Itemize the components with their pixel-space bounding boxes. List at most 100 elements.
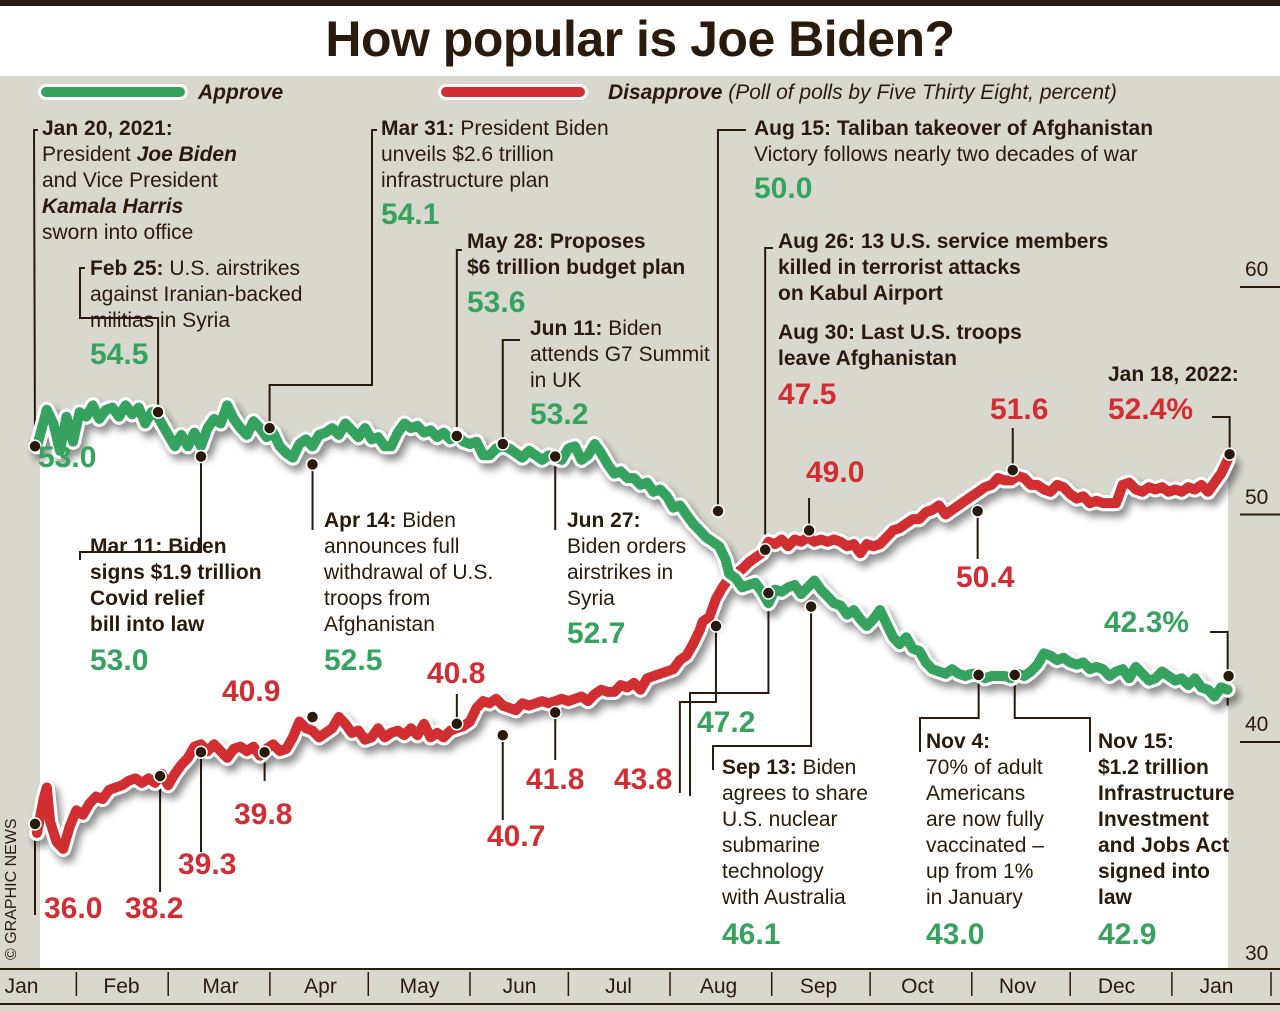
marker-disapprove-490: [802, 523, 816, 538]
series-approve-line: [32, 400, 1233, 702]
x-tick-aug: Aug: [699, 975, 738, 998]
marker-approve-541: [262, 421, 277, 435]
label-disapprove-nov15: 51.6: [990, 393, 1049, 426]
annotation-jan18: Jan 18, 2022:: [1108, 363, 1239, 386]
x-tick-jan-2021: Jan: [4, 975, 39, 998]
marker-disapprove-360: [28, 817, 42, 831]
label-approve-mar31: 54.1: [381, 198, 440, 231]
marker-approve-423: [1221, 669, 1236, 683]
marker-approve-530: [194, 449, 208, 464]
label-approve-mar11: 53.0: [90, 644, 149, 677]
marker-disapprove-382: [153, 769, 167, 783]
leader-jan18-disapprove: [1212, 416, 1231, 456]
marker-approve-430: [971, 668, 986, 682]
label-disapprove-nov4: 50.4: [956, 561, 1015, 594]
label-disapprove-aug15: 43.8: [614, 763, 673, 796]
label-disapprove-may28: 40.8: [427, 657, 486, 690]
label-disapprove-feb25: 38.2: [125, 892, 184, 925]
marker-approve-525: [305, 457, 320, 472]
leader-feb25: [79, 267, 160, 413]
label-approve-apr14: 52.5: [324, 644, 383, 677]
label-disapprove-apr14: 40.9: [222, 675, 281, 708]
x-tick-may: May: [399, 975, 440, 998]
legend-approve: Approve: [198, 81, 284, 104]
annotation-jun27: Jun 27: Biden orders airstrikes in Syria: [567, 509, 687, 610]
annotation-jun11: Jun 11: Biden attends G7 Summit in UK: [530, 317, 710, 392]
marker-approve-461: [804, 599, 818, 614]
x-tick-dec: Dec: [1097, 975, 1136, 998]
marker-approve-472: [758, 543, 772, 557]
annotation-nov4: Nov 4: 70% of adult Americans are now fu…: [926, 730, 1044, 909]
y-tick-50: 50: [1245, 486, 1269, 509]
annotation-mar11: Mar 11: Biden signs $1.9 trillion Covid …: [90, 535, 262, 636]
label-disapprove-jan20: 36.0: [44, 892, 103, 925]
leader-nov15: [1013, 676, 1091, 752]
label-disapprove-sep13: 49.0: [806, 456, 865, 489]
marker-disapprove-408: [450, 717, 464, 731]
label-disapprove-jan18: 52.4%: [1108, 393, 1194, 426]
label-approve-nov4: 43.0: [926, 918, 985, 951]
label-approve-jun27: 52.7: [567, 617, 626, 650]
annotation-apr14: Apr 14: Biden announces full withdrawal …: [324, 509, 494, 636]
label-approve-jan18: 42.3%: [1104, 606, 1190, 639]
marker-disapprove-504: [970, 504, 985, 518]
annotation-aug30: Aug 30: Last U.S. troops leave Afghanist…: [778, 321, 1022, 370]
label-disapprove-aug30: 47.5: [778, 378, 837, 411]
x-tick-apr: Apr: [304, 975, 337, 998]
leader-jun11: [501, 339, 520, 442]
annotation-aug26: Aug 26: 13 U.S. service members killed i…: [778, 230, 1109, 305]
series-disapprove-line: [32, 454, 1233, 854]
marker-approve-536: [450, 429, 464, 443]
leader-mar11: [79, 446, 202, 560]
leader-aug15-disapprove: [678, 628, 717, 793]
annotation-may28: May 28: Proposes $6 trillion budget plan: [467, 230, 686, 279]
leader-aug26-approve: [689, 591, 770, 796]
label-approve-feb25: 54.5: [90, 338, 149, 371]
label-approve-may28: 53.6: [467, 286, 526, 319]
x-tick-oct: Oct: [901, 975, 934, 998]
label-approve-nov15: 42.9: [1098, 918, 1157, 951]
marker-disapprove-409: [305, 710, 320, 724]
legend-source-note: (Poll of polls by Five Thirty Eight, per…: [728, 81, 1117, 104]
x-tick-sep: Sep: [799, 975, 838, 998]
series-approve: [29, 397, 1236, 705]
annotation-mar31: Mar 31: President Biden unveils $2.6 tri…: [381, 117, 609, 192]
series-disapprove: [29, 451, 1236, 857]
x-tick-jul: Jul: [605, 975, 632, 998]
label-approve-sep13: 46.1: [722, 918, 781, 951]
top-rule: [0, 0, 1280, 6]
leader-sep13: [712, 607, 813, 770]
annotation-feb25: Feb 25: U.S. airstrikes against Iranian-…: [90, 257, 303, 332]
leader-may28: [455, 249, 462, 433]
marker-approve-545: [151, 405, 165, 419]
x-tick-jan-2022: Jan: [1199, 975, 1234, 998]
marker-disapprove-418: [548, 705, 562, 720]
marker-disapprove-516: [1005, 463, 1020, 477]
marker-approve-500: [711, 504, 725, 518]
marker-disapprove-524: [1222, 447, 1237, 461]
label-disapprove-mar11: 39.3: [178, 848, 237, 881]
marker-approve-532: [496, 437, 510, 451]
leader-nov4: [919, 673, 980, 752]
y-tick-30: 30: [1245, 942, 1269, 965]
leader-mar31: [268, 129, 377, 422]
marker-disapprove-407: [496, 728, 510, 742]
chart-svg: [0, 76, 1280, 1012]
label-approve-jan20: 53.0: [38, 441, 97, 474]
leader-aug15: [716, 129, 746, 515]
marker-disapprove-398: [257, 745, 272, 759]
x-tick-feb: Feb: [103, 975, 140, 998]
leader-aug26: [764, 247, 773, 551]
x-tick-mar: Mar: [202, 975, 239, 998]
annotation-jan20: Jan 20, 2021: President Joe Biden and Vi…: [42, 117, 237, 244]
marker-approve-530: [28, 439, 42, 454]
annotation-aug15: Aug 15: Taliban takeover of Afghanistan …: [754, 117, 1154, 166]
label-approve-jun11: 53.2: [530, 398, 589, 431]
credit-text: © GRAPHIC NEWS: [3, 818, 20, 960]
legend-disapprove: Disapprove (Poll of polls by Five Thirty…: [608, 81, 1117, 104]
label-disapprove-jun27: 41.8: [526, 763, 585, 796]
x-tick-nov: Nov: [998, 975, 1037, 998]
marker-approve-527: [548, 449, 562, 464]
y-tick-40: 40: [1245, 713, 1269, 736]
annotation-sep13: Sep 13: Biden agrees to share U.S. nucle…: [722, 756, 868, 909]
